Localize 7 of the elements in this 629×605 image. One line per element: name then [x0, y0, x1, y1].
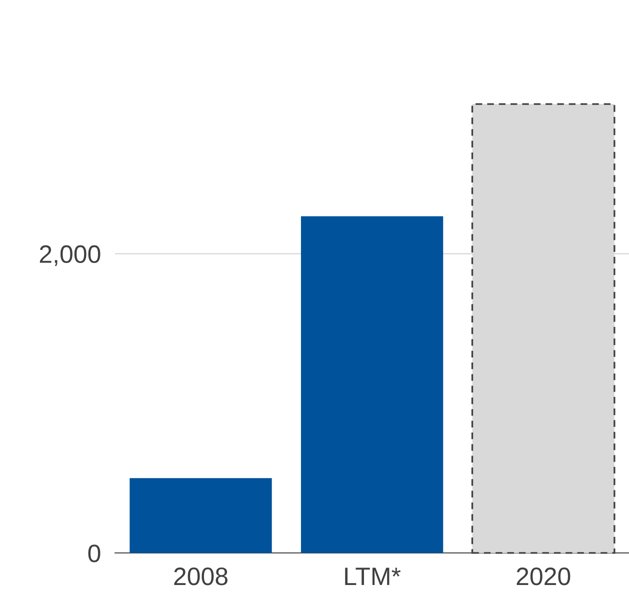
bar — [130, 478, 272, 553]
y-tick-label: 0 — [88, 544, 100, 562]
bar — [300, 216, 444, 553]
x-tick-label: LTM* — [345, 568, 401, 585]
x-tick-label: 2008 — [174, 568, 228, 586]
y-tick-label: 2,000 — [40, 245, 100, 266]
x-tick-label: 2020 — [516, 568, 570, 586]
